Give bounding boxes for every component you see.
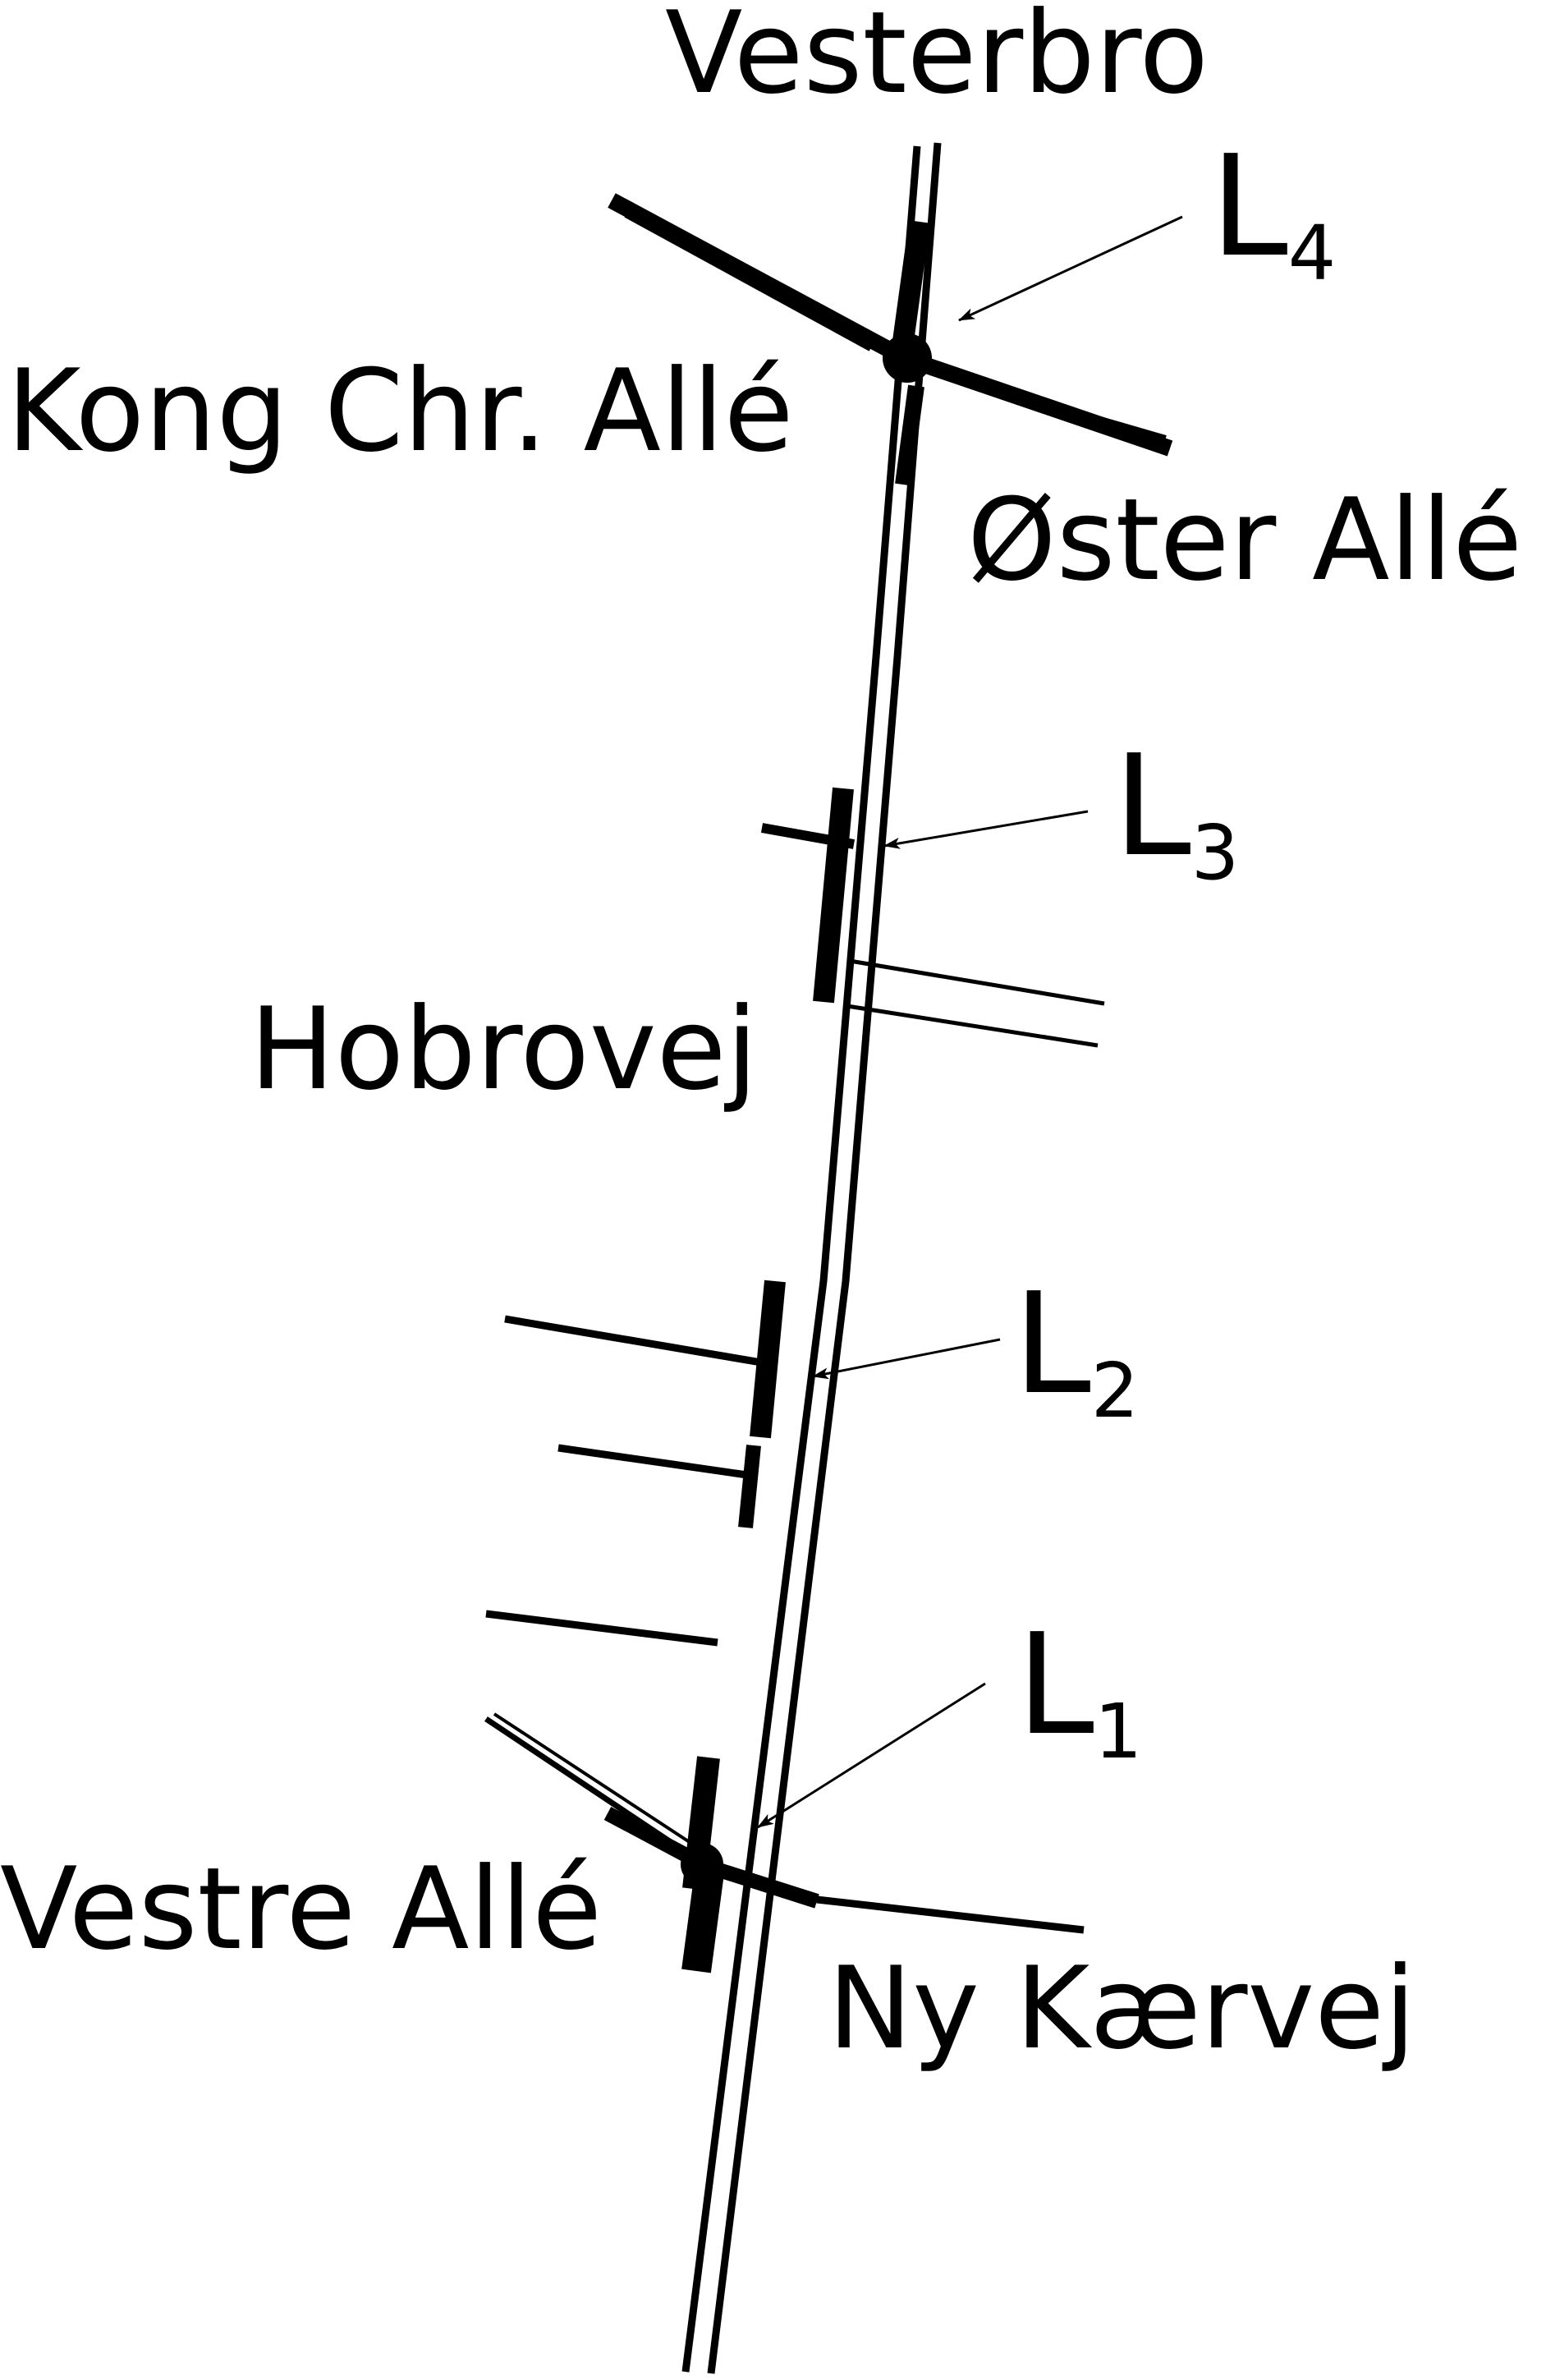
hobrovej-roads bbox=[760, 823, 1105, 1048]
arrow-l4 bbox=[958, 215, 1183, 322]
kong-chr-alle-label: Kong Chr. Allé bbox=[7, 345, 794, 477]
vesterbro-label: Vesterbro bbox=[665, 0, 1209, 119]
arrow-l1 bbox=[757, 1682, 986, 1829]
main-road bbox=[681, 142, 942, 2374]
l2-side-streets bbox=[485, 1315, 767, 1647]
vestre-alle-label: Vestre Allé bbox=[0, 1843, 602, 1975]
location-label-l3: L3 bbox=[1113, 725, 1239, 897]
arrow-l3 bbox=[883, 810, 1089, 849]
hobrovej-label: Hobrovej bbox=[250, 983, 758, 1115]
location-label-l1: L1 bbox=[1016, 1604, 1142, 1776]
ny-kaervej-label: Ny Kærvej bbox=[828, 1942, 1415, 2074]
arrow-l2 bbox=[812, 1338, 1001, 1380]
location-arrows bbox=[757, 215, 1183, 1829]
location-label-l2: L2 bbox=[1013, 1263, 1139, 1435]
vestre-alle-ny-kaervej-road bbox=[484, 1712, 1085, 1934]
oster-alle-label: Øster Allé bbox=[967, 474, 1522, 606]
location-label-l4: L4 bbox=[1210, 126, 1336, 297]
kong-chr-alle-oster-alle-road bbox=[608, 193, 1173, 457]
